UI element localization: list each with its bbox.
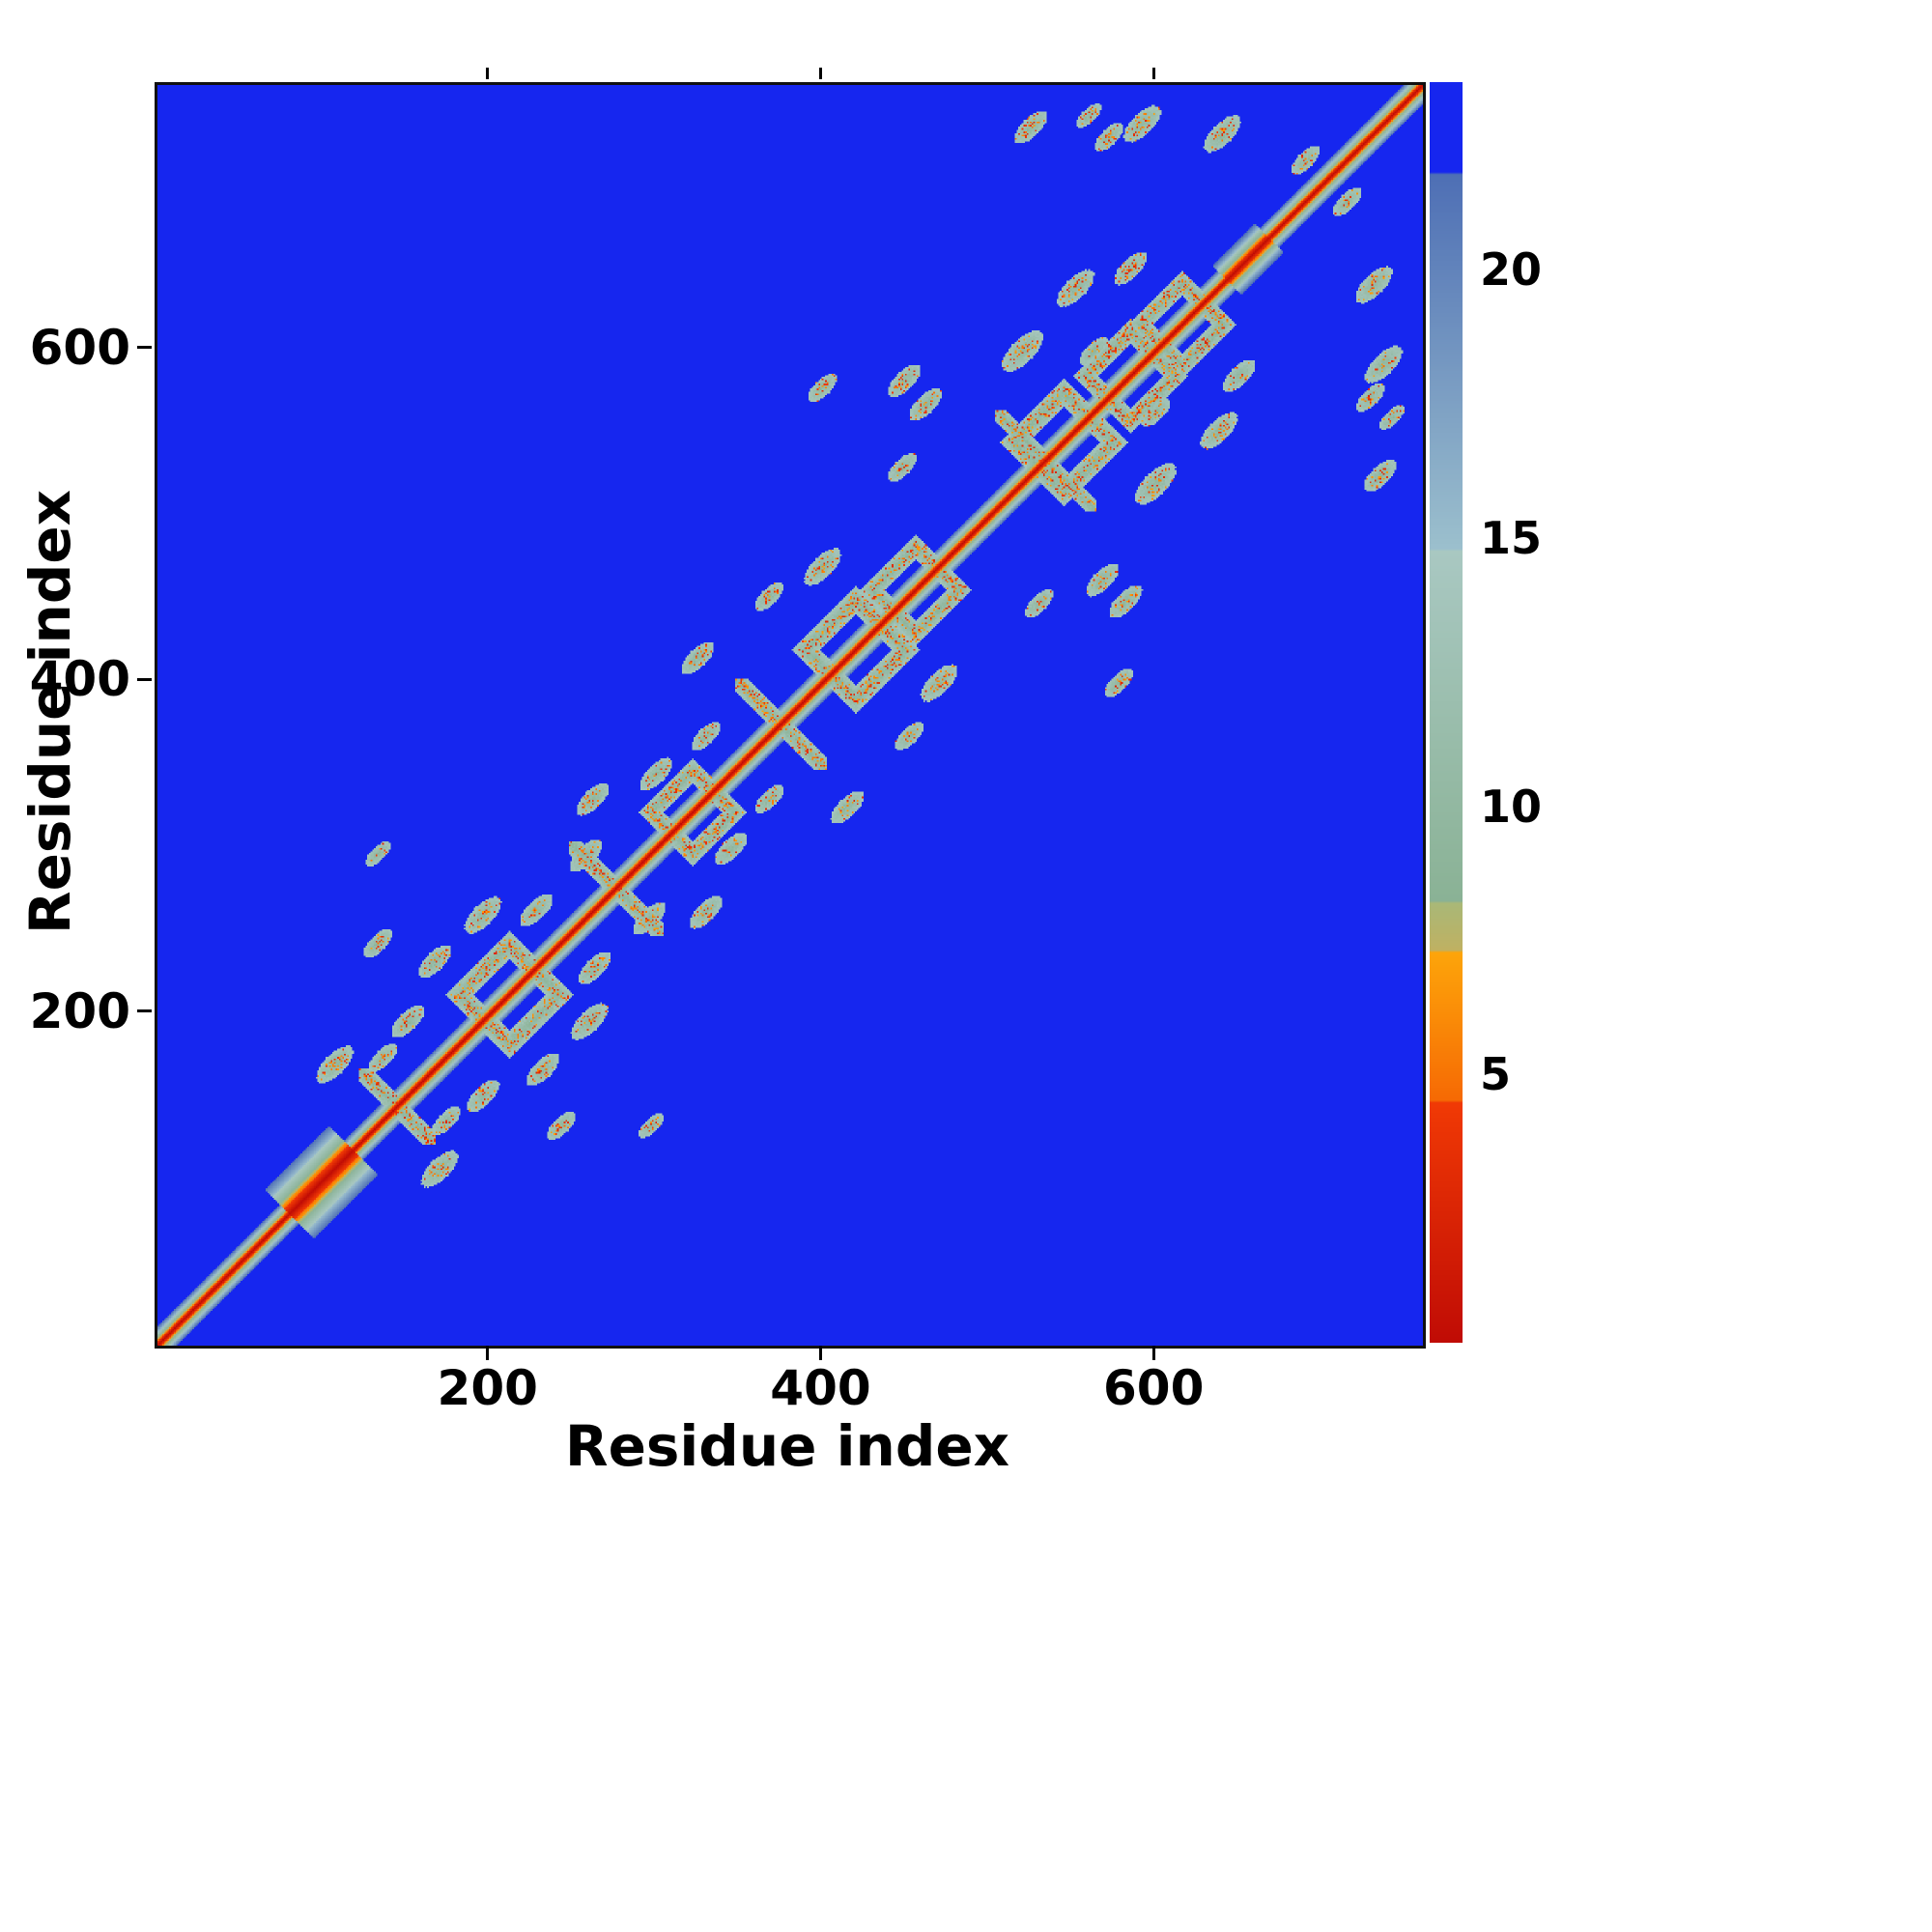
x-axis-tick-top [1151, 68, 1155, 79]
colorbar-tick-label: 20 [1480, 243, 1543, 297]
x-axis-title: Residue index [564, 1413, 1010, 1479]
x-axis-tick-label: 400 [770, 1360, 871, 1416]
x-axis-tick [486, 1346, 490, 1360]
x-axis-tick [818, 1346, 822, 1360]
x-axis-tick-label: 200 [437, 1360, 538, 1416]
colorbar-canvas [1430, 82, 1463, 1343]
colorbar-tick-label: 10 [1480, 780, 1543, 833]
y-axis-tick [137, 346, 152, 350]
y-axis-tick [137, 677, 152, 681]
y-axis-tick-label: 200 [29, 982, 130, 1039]
colorbar-tick-label: 5 [1480, 1048, 1512, 1101]
y-axis-title: Residue index [17, 489, 83, 935]
heatmap-canvas [157, 85, 1423, 1346]
x-axis-tick-top [818, 68, 822, 79]
y-axis-tick-label: 600 [29, 319, 130, 376]
colorbar [1430, 82, 1463, 1343]
x-axis-tick-top [486, 68, 490, 79]
y-axis-tick-label: 400 [29, 651, 130, 708]
heatmap-plot-area [155, 82, 1426, 1349]
x-axis-tick-label: 600 [1103, 1360, 1205, 1416]
y-axis-tick [137, 1009, 152, 1013]
x-axis-tick [1151, 1346, 1155, 1360]
colorbar-tick-label: 15 [1480, 512, 1543, 565]
